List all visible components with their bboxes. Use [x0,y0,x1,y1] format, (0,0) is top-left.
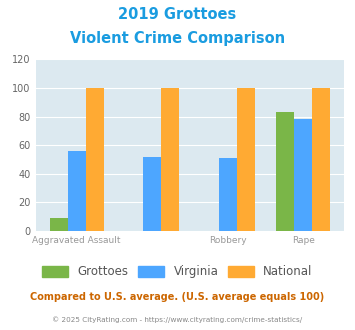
Bar [50,218,68,231]
Text: © 2025 CityRating.com - https://www.cityrating.com/crime-statistics/: © 2025 CityRating.com - https://www.city… [53,317,302,323]
Text: 2019 Grottoes: 2019 Grottoes [118,7,237,21]
Text: Violent Crime Comparison: Violent Crime Comparison [70,31,285,46]
Legend: Grottoes, Virginia, National: Grottoes, Virginia, National [39,262,316,282]
Text: Compared to U.S. average. (U.S. average equals 100): Compared to U.S. average. (U.S. average … [31,292,324,302]
Bar [312,88,330,231]
Bar [68,151,86,231]
Bar [276,112,294,231]
Bar [237,88,255,231]
Bar [294,119,312,231]
Bar [86,88,104,231]
Bar [161,88,179,231]
Bar [143,157,161,231]
Bar [219,158,237,231]
